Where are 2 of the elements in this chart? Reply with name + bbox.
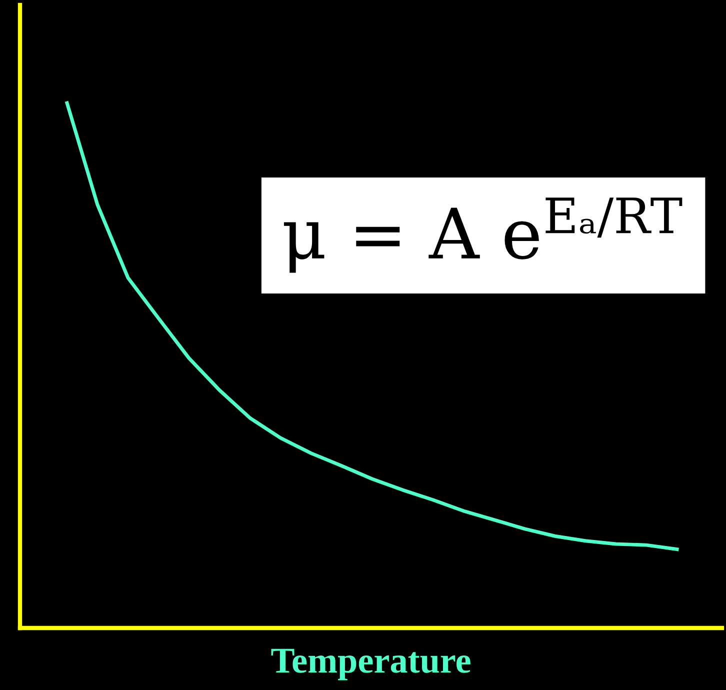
x-axis-title: Temperature <box>271 648 470 680</box>
annotation: μ = A e$^{Eₐ/RT}$ <box>284 198 682 273</box>
